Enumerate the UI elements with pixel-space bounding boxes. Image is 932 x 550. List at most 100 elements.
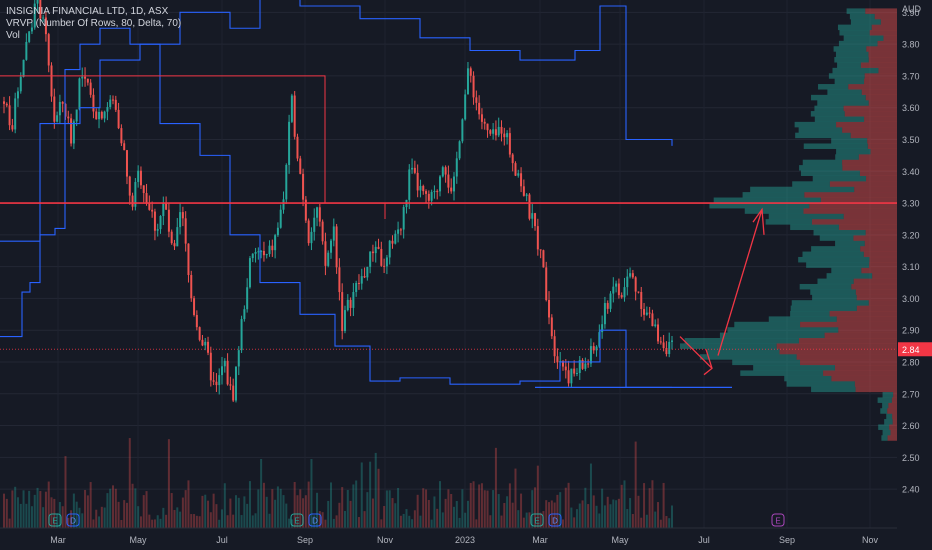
profile-bar-up [846, 8, 866, 14]
last-price-badge [898, 342, 932, 357]
profile-bar-up [882, 392, 894, 398]
candle-body [237, 350, 240, 367]
y-tick-label: 2.90 [902, 326, 920, 336]
x-tick-label: Sep [779, 535, 795, 545]
candle-body [100, 111, 103, 119]
time-axis[interactable]: Mar May Jul Sep Nov 2023 Mar May Jul Sep Nov [0, 527, 897, 545]
volume-bar [276, 486, 279, 528]
y-tick-label: 2.60 [902, 421, 920, 431]
candle-body [106, 107, 109, 112]
volume-bar [139, 516, 142, 528]
volume-bar [302, 498, 305, 528]
volume-bar [612, 499, 615, 528]
candle-body [553, 336, 556, 357]
volume-bar [243, 496, 246, 528]
volume-bar [388, 490, 391, 528]
volume-bar [11, 490, 14, 528]
volume-bar [511, 502, 514, 528]
profile-bar-up [813, 229, 866, 236]
candle-body [260, 250, 263, 252]
volume-bar [528, 512, 531, 528]
volume-bar [377, 468, 380, 528]
grid [0, 0, 897, 528]
candle-body [581, 359, 584, 369]
candle-body [142, 185, 145, 194]
volume-bar [81, 513, 84, 528]
y-tick-label: 3.50 [902, 135, 920, 145]
volume-bar [343, 510, 346, 528]
candle-body [321, 221, 324, 242]
profile-bar-up [837, 24, 872, 31]
x-tick-label: Mar [50, 535, 66, 545]
candle-body [112, 99, 115, 101]
volume-bar [240, 515, 243, 528]
candle-body [16, 91, 19, 99]
volume-label[interactable]: Vol [6, 30, 20, 41]
profile-bar-down [867, 143, 897, 149]
volume-bar [615, 500, 618, 528]
candle-body [39, 0, 42, 19]
profile-bar-up [799, 165, 843, 171]
profile-bar-up [877, 397, 892, 403]
volume-bar [159, 518, 162, 528]
volume-bar [380, 519, 383, 528]
candle-body [274, 235, 277, 251]
profile-bar-up [812, 175, 867, 182]
candle-body [506, 133, 509, 138]
candle-body [391, 240, 394, 244]
volume-bar [173, 510, 176, 528]
candle-body [578, 359, 581, 374]
price-axis[interactable]: 2.40 2.50 2.60 2.70 2.80 2.90 3.00 3.10 3.20 3.30… [898, 4, 932, 495]
candle-body [469, 68, 472, 76]
volume-bar [64, 456, 67, 528]
profile-bar-down [869, 256, 897, 263]
profile-bar-down [871, 24, 897, 31]
candle-body [234, 366, 237, 401]
volume-bar [559, 492, 562, 528]
profile-bar-up [878, 424, 890, 430]
profile-bar-down [853, 235, 897, 241]
volume-bar [654, 511, 657, 528]
candle-body [542, 250, 545, 268]
volume-bar [366, 492, 369, 528]
x-tick-label: May [129, 535, 147, 545]
volume-bar [578, 503, 581, 528]
volume-bar [659, 519, 662, 528]
profile-bar-up [768, 316, 837, 322]
candle-body [668, 341, 671, 355]
symbol-title[interactable]: INSIGNIA FINANCIAL LTD, 1D, ASX [6, 6, 169, 17]
volume-bar [42, 507, 45, 528]
volume-bar [464, 512, 467, 528]
profile-bar-up [699, 354, 797, 360]
candle-body [318, 207, 321, 222]
volume-bar [489, 515, 492, 528]
profile-bar-down [891, 397, 897, 403]
candle-body [478, 102, 481, 115]
volume-bar [360, 462, 363, 528]
profile-bar-up [709, 202, 810, 209]
candle-body [601, 324, 604, 333]
profile-bar-up [800, 170, 860, 176]
candle-body [447, 174, 450, 188]
candle-body [137, 170, 140, 182]
profile-bar-down [856, 305, 897, 312]
candle-body [534, 213, 537, 227]
profile-bar-up [810, 111, 845, 117]
indicator-label[interactable]: VRVP (Number Of Rows, 80, Delta, 70) [6, 18, 182, 29]
volume-bar [318, 511, 321, 528]
y-tick-label: 3.00 [902, 294, 920, 304]
volume-bar [204, 494, 207, 528]
marker-label: E [775, 517, 780, 526]
profile-bar-up [811, 94, 866, 101]
profile-bar-up [837, 62, 861, 68]
profile-bar-down [863, 251, 897, 258]
x-tick-label: Sep [297, 535, 313, 545]
candle-body [514, 163, 517, 176]
profile-bar-down [804, 192, 897, 198]
candle-body [486, 123, 489, 131]
candle-body [497, 126, 500, 136]
candle-body [167, 209, 170, 232]
candle-body [606, 303, 609, 309]
volume-bar [651, 480, 654, 528]
